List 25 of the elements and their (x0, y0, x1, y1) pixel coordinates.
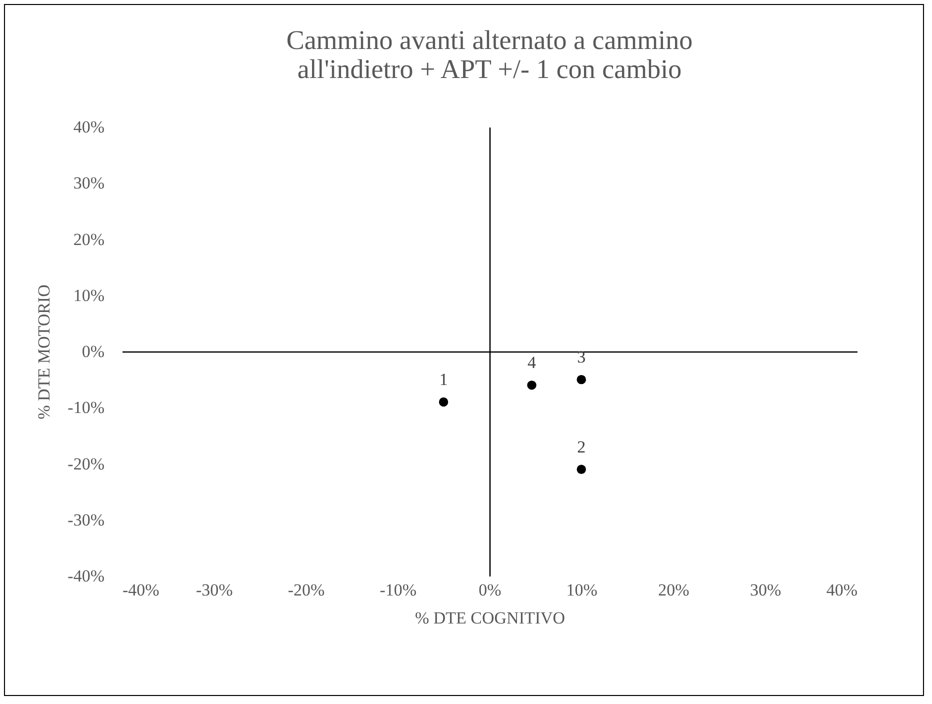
y-tick-label: 10% (73, 286, 104, 305)
x-tick-label: 20% (658, 580, 690, 600)
annotation: 1 (439, 370, 448, 390)
y-tick-label: 20% (73, 230, 104, 249)
y-tick-label: 0% (82, 342, 104, 361)
y-tick-label: 40% (73, 118, 104, 136)
y-tick-label: -20% (68, 454, 104, 474)
x-tick-label: -40% (122, 580, 160, 600)
annotation: 3 (577, 348, 586, 367)
y-tick-label: 30% (73, 174, 104, 193)
x-tick-label: 30% (750, 580, 782, 600)
annotation: 4 (528, 353, 537, 372)
y-axis-title: % DTE MOTORIO (34, 284, 54, 420)
y-tick-label: -10% (68, 398, 104, 418)
x-tick-label: 0% (478, 580, 502, 600)
x-tick-label: 40% (826, 580, 858, 600)
x-tick-label: -20% (288, 580, 325, 600)
y-tick-label: -40% (68, 566, 104, 586)
chart-title: Cammino avanti alternato a cammino all'indietro + APT +/- 1 con cambio (286, 25, 693, 84)
x-tick-label: 10% (566, 580, 598, 600)
annotation: 2 (577, 437, 586, 456)
x-tick-label: -10% (380, 580, 417, 600)
y-tick-label: -30% (68, 510, 104, 530)
x-axis-title: % DTE COGNITIVO (414, 608, 566, 628)
x-tick-label: -30% (196, 580, 233, 600)
